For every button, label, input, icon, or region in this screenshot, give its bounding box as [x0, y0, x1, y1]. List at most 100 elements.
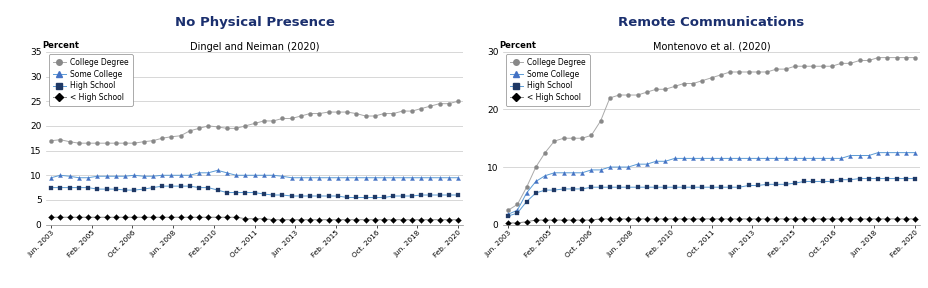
College Degree	[443, 102, 454, 105]
College Degree	[612, 93, 624, 97]
< High School	[138, 215, 149, 219]
College Degree	[715, 73, 726, 77]
High School	[351, 196, 362, 199]
High School	[424, 193, 435, 197]
High School	[267, 193, 278, 197]
College Degree	[631, 93, 642, 97]
College Degree	[816, 65, 827, 68]
College Degree	[834, 62, 845, 65]
< High School	[909, 217, 920, 221]
< High School	[258, 217, 269, 220]
High School	[668, 185, 679, 189]
High School	[844, 178, 855, 181]
Some College	[834, 157, 845, 160]
High School	[677, 185, 689, 189]
Line: High School: High School	[49, 184, 459, 200]
High School	[825, 180, 836, 183]
College Degree	[286, 117, 297, 120]
College Degree	[789, 65, 800, 68]
< High School	[530, 218, 541, 222]
High School	[631, 185, 642, 189]
Some College	[612, 165, 624, 169]
High School	[202, 186, 213, 189]
Some College	[120, 175, 131, 178]
Some College	[351, 176, 362, 179]
Some College	[789, 157, 800, 160]
Some College	[705, 157, 716, 160]
< High School	[548, 218, 560, 222]
College Degree	[752, 70, 763, 74]
College Degree	[110, 141, 122, 145]
Some College	[359, 176, 370, 179]
College Degree	[659, 88, 670, 91]
Some College	[742, 157, 754, 160]
Title: Montenovo et al. (2020): Montenovo et al. (2020)	[652, 42, 769, 52]
High School	[342, 196, 353, 199]
< High School	[798, 217, 809, 221]
< High School	[424, 218, 435, 221]
Some College	[230, 174, 241, 177]
Some College	[249, 174, 260, 177]
High School	[129, 188, 140, 192]
College Degree	[881, 56, 892, 59]
Line: College Degree: College Degree	[506, 56, 916, 212]
Some College	[899, 151, 910, 154]
High School	[332, 194, 343, 198]
High School	[147, 186, 158, 189]
College Degree	[342, 110, 353, 114]
College Degree	[668, 85, 679, 88]
High School	[521, 200, 532, 203]
Some College	[844, 154, 855, 157]
Some College	[696, 157, 707, 160]
< High School	[267, 218, 278, 221]
High School	[853, 177, 864, 180]
< High School	[202, 215, 213, 219]
Some College	[752, 157, 763, 160]
< High School	[378, 218, 389, 221]
< High School	[539, 218, 550, 222]
Line: High School: High School	[506, 177, 916, 218]
Some College	[881, 151, 892, 154]
High School	[659, 185, 670, 189]
College Degree	[138, 140, 149, 143]
High School	[650, 185, 661, 189]
College Degree	[687, 82, 698, 85]
High School	[55, 186, 66, 189]
Some College	[603, 165, 614, 169]
Some College	[304, 176, 316, 179]
College Degree	[530, 165, 541, 169]
College Degree	[595, 119, 606, 123]
Some College	[909, 151, 920, 154]
High School	[212, 188, 223, 192]
< High School	[351, 218, 362, 221]
< High School	[558, 218, 569, 222]
< High School	[844, 217, 855, 221]
< High School	[724, 217, 735, 221]
High School	[539, 188, 550, 192]
College Degree	[798, 65, 809, 68]
College Degree	[314, 112, 325, 115]
< High School	[120, 215, 131, 219]
High School	[92, 187, 103, 191]
Some College	[342, 176, 353, 179]
< High School	[761, 217, 772, 221]
Some College	[443, 176, 454, 179]
High School	[396, 194, 407, 198]
Some College	[110, 175, 122, 178]
< High School	[359, 218, 370, 221]
Some College	[277, 175, 288, 178]
Text: Percent: Percent	[43, 41, 79, 50]
< High School	[511, 221, 522, 225]
< High School	[406, 218, 417, 221]
< High School	[433, 218, 445, 221]
College Degree	[221, 127, 232, 130]
Some College	[286, 176, 297, 179]
Text: Percent: Percent	[498, 41, 535, 50]
High School	[640, 185, 651, 189]
< High School	[396, 218, 407, 221]
< High School	[101, 215, 112, 219]
< High School	[586, 218, 597, 222]
< High School	[295, 218, 306, 221]
Some College	[650, 160, 661, 163]
< High School	[705, 217, 716, 221]
